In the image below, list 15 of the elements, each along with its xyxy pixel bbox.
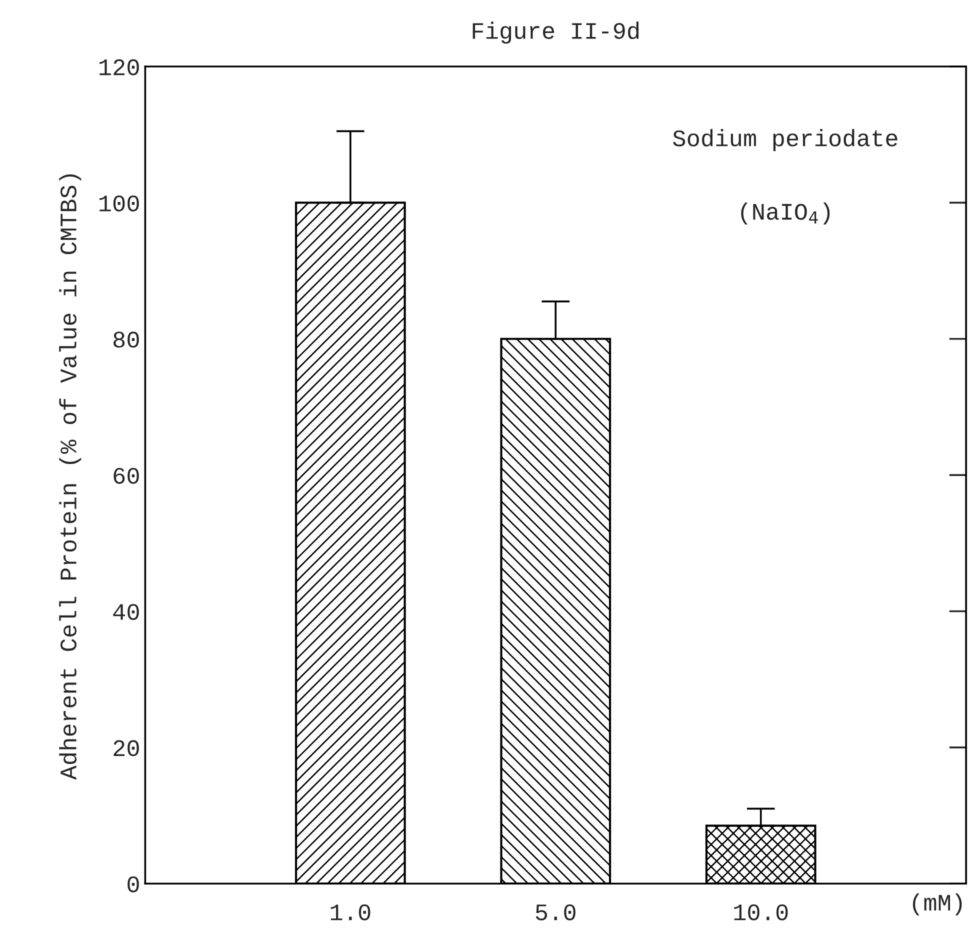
x-tick-label: 5.0 — [536, 904, 576, 920]
x-axis-title: (mM) — [912, 893, 962, 916]
annotation: (NaIO$_{4}$) — [741, 202, 830, 225]
x-tick-label: 1.0 — [330, 904, 370, 920]
y-tick-label: 40 — [113, 604, 139, 620]
y-tick-label: 20 — [114, 740, 139, 756]
chart-title: Figure II-9d — [472, 22, 639, 44]
y-axis-title: Adherent Cell Protein (% of Value in CMTBS) — [59, 174, 82, 780]
y-tick-label: 120 — [100, 59, 139, 76]
y-tick-label: 100 — [100, 195, 139, 212]
y-tick-label: 80 — [114, 332, 139, 348]
y-tick-label: 0 — [128, 876, 139, 892]
annotation: Sodium periodate — [673, 129, 898, 152]
y-tick-label: 60 — [114, 468, 139, 484]
x-tick-label: 10.0 — [734, 904, 788, 920]
